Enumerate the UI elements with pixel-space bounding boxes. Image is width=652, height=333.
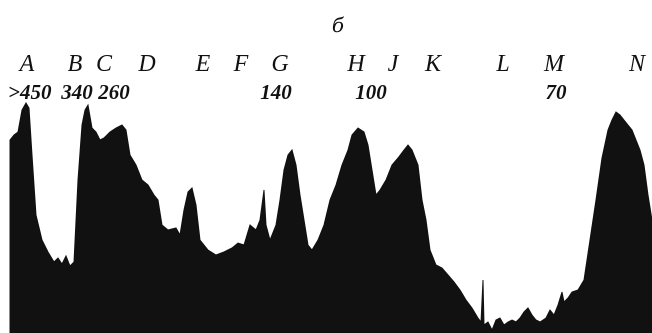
marker-label-m: M [543,51,566,77]
marker-label-j: J [388,51,400,77]
marker-label-c: C [96,51,113,77]
size-label-5: 70 [546,80,568,104]
size-label-4: 100 [355,80,387,104]
size-labels: >450 340 260 140 100 70 [8,80,567,104]
marker-label-e: E [195,51,211,77]
marker-label-h: H [346,51,366,77]
marker-label-g: G [271,51,288,77]
panel-label: б [332,13,345,37]
size-label-1: 340 [60,80,93,104]
marker-label-a: A [18,51,35,77]
density-profile-area [9,102,652,333]
size-label-0: >450 [8,80,52,104]
marker-label-k: K [424,51,443,77]
marker-label-l: L [495,51,509,77]
marker-label-f: F [233,51,249,77]
marker-label-d: D [137,51,155,77]
marker-label-n: N [628,51,647,77]
marker-label-b: B [68,51,83,77]
size-label-2: 260 [97,80,130,104]
size-label-3: 140 [260,80,292,104]
